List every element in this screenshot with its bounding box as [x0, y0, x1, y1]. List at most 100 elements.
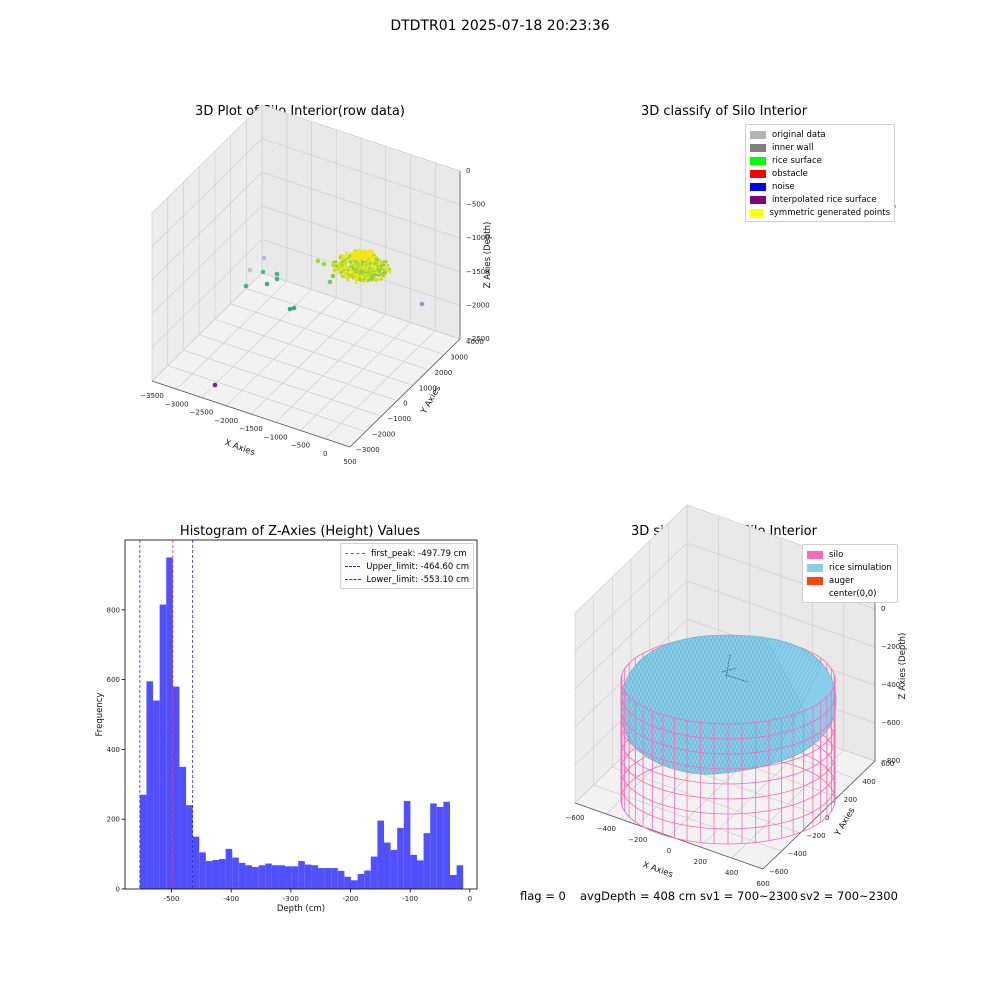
- surface-point: [360, 252, 364, 255]
- sv1-text: sv1 = 700~2300: [700, 889, 798, 903]
- surface-point: [377, 262, 381, 266]
- surface-point: [332, 260, 335, 264]
- y-tick-label: −3000: [356, 446, 380, 454]
- legend-item: symmetric generated points: [750, 206, 890, 219]
- histogram-bar: [403, 801, 411, 889]
- y-tick-label: 800: [107, 606, 120, 614]
- surface-point: [340, 265, 343, 269]
- x-tick-label: −1500: [239, 425, 263, 433]
- histogram-bar: [337, 870, 345, 889]
- legend-swatch: [750, 195, 766, 204]
- surface-point: [381, 268, 385, 272]
- panel1-title: 3D Plot of Silo Interior(row data): [195, 104, 405, 119]
- x-tick-label: -300: [283, 895, 299, 903]
- y-tick-label: 4000: [466, 338, 484, 346]
- legend-swatch: [750, 182, 766, 191]
- data-point: [315, 258, 321, 264]
- surface-point: [359, 261, 363, 265]
- x-tick-label: 600: [756, 880, 769, 888]
- surface-point: [344, 254, 348, 258]
- surface-point: [341, 256, 344, 260]
- data-point: [274, 271, 280, 277]
- legend-swatch: [750, 156, 766, 165]
- legend-label: interpolated rice surface: [772, 194, 877, 205]
- mesh-line: [500, 620, 574, 790]
- surface-point: [371, 250, 375, 253]
- x-axis-line: [151, 380, 351, 448]
- mesh-line: [500, 620, 582, 790]
- histogram-bar: [449, 875, 457, 889]
- mesh-line: [711, 635, 803, 775]
- surface-point: [362, 256, 365, 260]
- y-tick-label: −400: [788, 850, 807, 858]
- surface-point: [351, 253, 354, 256]
- panel1-3d-scatter: −3500−3000−2500−2000−1500−1000−5000500−3…: [140, 104, 493, 466]
- legend-label: rice simulation: [829, 562, 892, 573]
- mesh-line: [500, 620, 570, 790]
- surface-point: [357, 258, 360, 262]
- panel2-legend: original data inner wall rice surface obsta…: [745, 124, 895, 222]
- surface-point: [365, 267, 369, 270]
- histogram-bar: [225, 848, 233, 889]
- histogram-bar: [166, 557, 173, 889]
- histogram-bar: [219, 858, 226, 889]
- surface-point: [361, 266, 364, 269]
- histogram-bar: [416, 860, 424, 889]
- z-tick-label: −1000: [466, 234, 490, 242]
- panel4-legend: silo rice simulation auger center(0,0): [802, 544, 898, 603]
- surface-point: [367, 270, 371, 274]
- surface-point: [385, 259, 388, 263]
- x-tick-label: −500: [291, 442, 310, 450]
- x-axis-label: X Axies: [223, 438, 256, 458]
- surface-point: [384, 262, 388, 265]
- panel3-title: Histogram of Z-Axies (Height) Values: [179, 524, 421, 539]
- surface-point: [359, 270, 362, 273]
- mesh-line: [500, 620, 574, 790]
- x-tick-label: −600: [565, 814, 584, 822]
- panel3-legend: first_peak: -497.79 cm Upper_limit: -464.…: [340, 543, 474, 589]
- surface-point: [338, 255, 342, 259]
- surface-point: [337, 268, 340, 271]
- surface-point: [352, 250, 356, 253]
- surface-point: [351, 267, 355, 271]
- y-axis-line: [762, 760, 876, 870]
- y-tick-label: 400: [107, 746, 120, 754]
- surface-point: [377, 269, 381, 273]
- silo-front-ring: [620, 679, 836, 725]
- x-tick-label: −2000: [214, 417, 238, 425]
- surface-point: [357, 249, 360, 253]
- surface-point: [370, 268, 374, 272]
- x-tick-label: 200: [694, 858, 707, 866]
- legend-swatch: [750, 130, 766, 139]
- sv2-text: sv2 = 700~2300: [800, 889, 898, 903]
- grid-line-z: [151, 104, 461, 214]
- surface-point: [355, 278, 358, 281]
- surface-point: [374, 277, 377, 281]
- legend-label: inner wall: [772, 142, 814, 153]
- y-tick-label: 2000: [435, 369, 453, 377]
- panel2-title: 3D classify of Silo Interior: [640, 104, 808, 119]
- x-tick-label: -500: [164, 895, 180, 903]
- x-axis-label: X Axies: [641, 860, 674, 880]
- surface-point: [346, 258, 350, 262]
- surface-point: [344, 251, 348, 255]
- surface-point: [350, 273, 354, 277]
- surface-point: [366, 251, 370, 255]
- grid-line-z: [151, 239, 461, 348]
- surface-point: [340, 260, 344, 263]
- histogram-bar: [291, 866, 299, 889]
- histogram-bar: [318, 868, 325, 889]
- legend-item: first_peak: -497.79 cm: [345, 547, 469, 560]
- data-point: [264, 281, 270, 287]
- y-axis-label: Frequency: [95, 693, 105, 737]
- histogram-bar: [139, 794, 147, 889]
- histogram-bar: [436, 806, 444, 889]
- mesh-line: [723, 635, 815, 775]
- mesh-line: [500, 620, 586, 790]
- surface-point: [368, 277, 371, 281]
- data-point: [212, 382, 218, 388]
- surface-point: [346, 270, 350, 274]
- histogram-bar: [370, 856, 378, 889]
- surface-point: [368, 261, 372, 265]
- z-tick-label: 0: [881, 605, 885, 613]
